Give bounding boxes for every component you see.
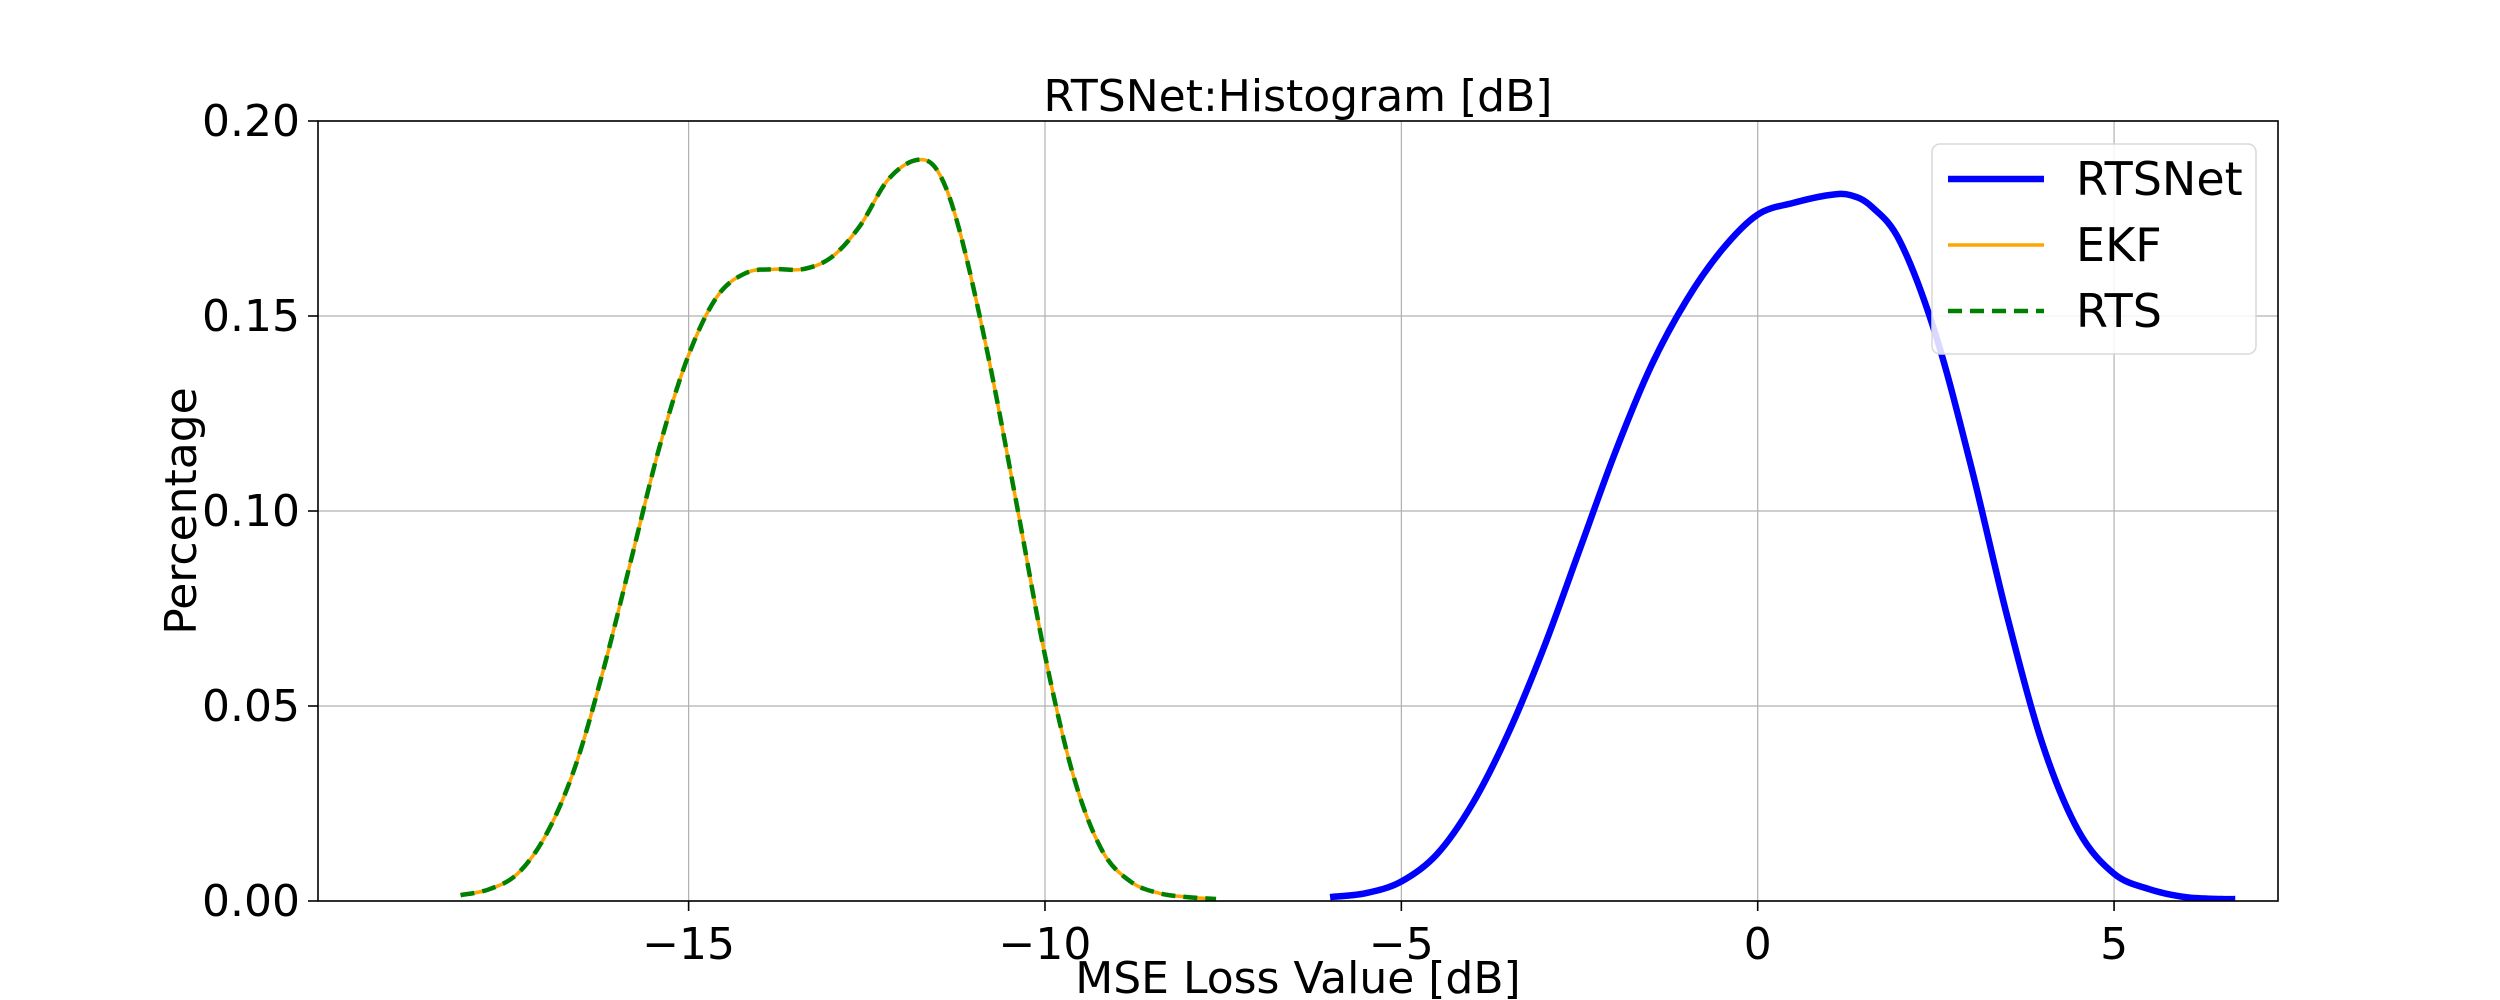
legend-label-rts: RTS <box>2076 284 2162 338</box>
y-axis-title: Percentage <box>156 387 207 635</box>
x-tick-label: −15 <box>642 919 735 970</box>
legend-label-ekf: EKF <box>2076 218 2162 272</box>
y-axis-ticks: 0.00 0.05 0.10 0.15 0.20 <box>202 96 318 927</box>
chart-title: RTSNet:Histogram [dB] <box>1044 71 1553 122</box>
x-tick-label: −10 <box>999 919 1092 970</box>
y-tick-label: 0.05 <box>202 681 300 732</box>
y-tick-label: 0.15 <box>202 291 300 342</box>
x-tick-label: 5 <box>2100 919 2128 970</box>
x-tick-label: −5 <box>1369 919 1434 970</box>
legend-label-rtsnet: RTSNet <box>2076 152 2243 206</box>
x-axis-ticks: −15 −10 −5 0 5 <box>642 901 2128 970</box>
series-layer <box>460 157 2236 901</box>
legend: RTSNet EKF RTS <box>1931 143 2257 355</box>
x-axis-title: MSE Loss Value [dB] <box>1075 953 1520 1000</box>
y-tick-label: 0.20 <box>202 96 300 147</box>
series-line-rtsnet <box>1329 190 2236 901</box>
y-tick-label: 0.00 <box>202 876 300 927</box>
legend-box <box>1931 143 2257 355</box>
y-tick-label: 0.10 <box>202 486 300 537</box>
series-line-rts <box>460 157 1217 901</box>
x-tick-label: 0 <box>1744 919 1772 970</box>
